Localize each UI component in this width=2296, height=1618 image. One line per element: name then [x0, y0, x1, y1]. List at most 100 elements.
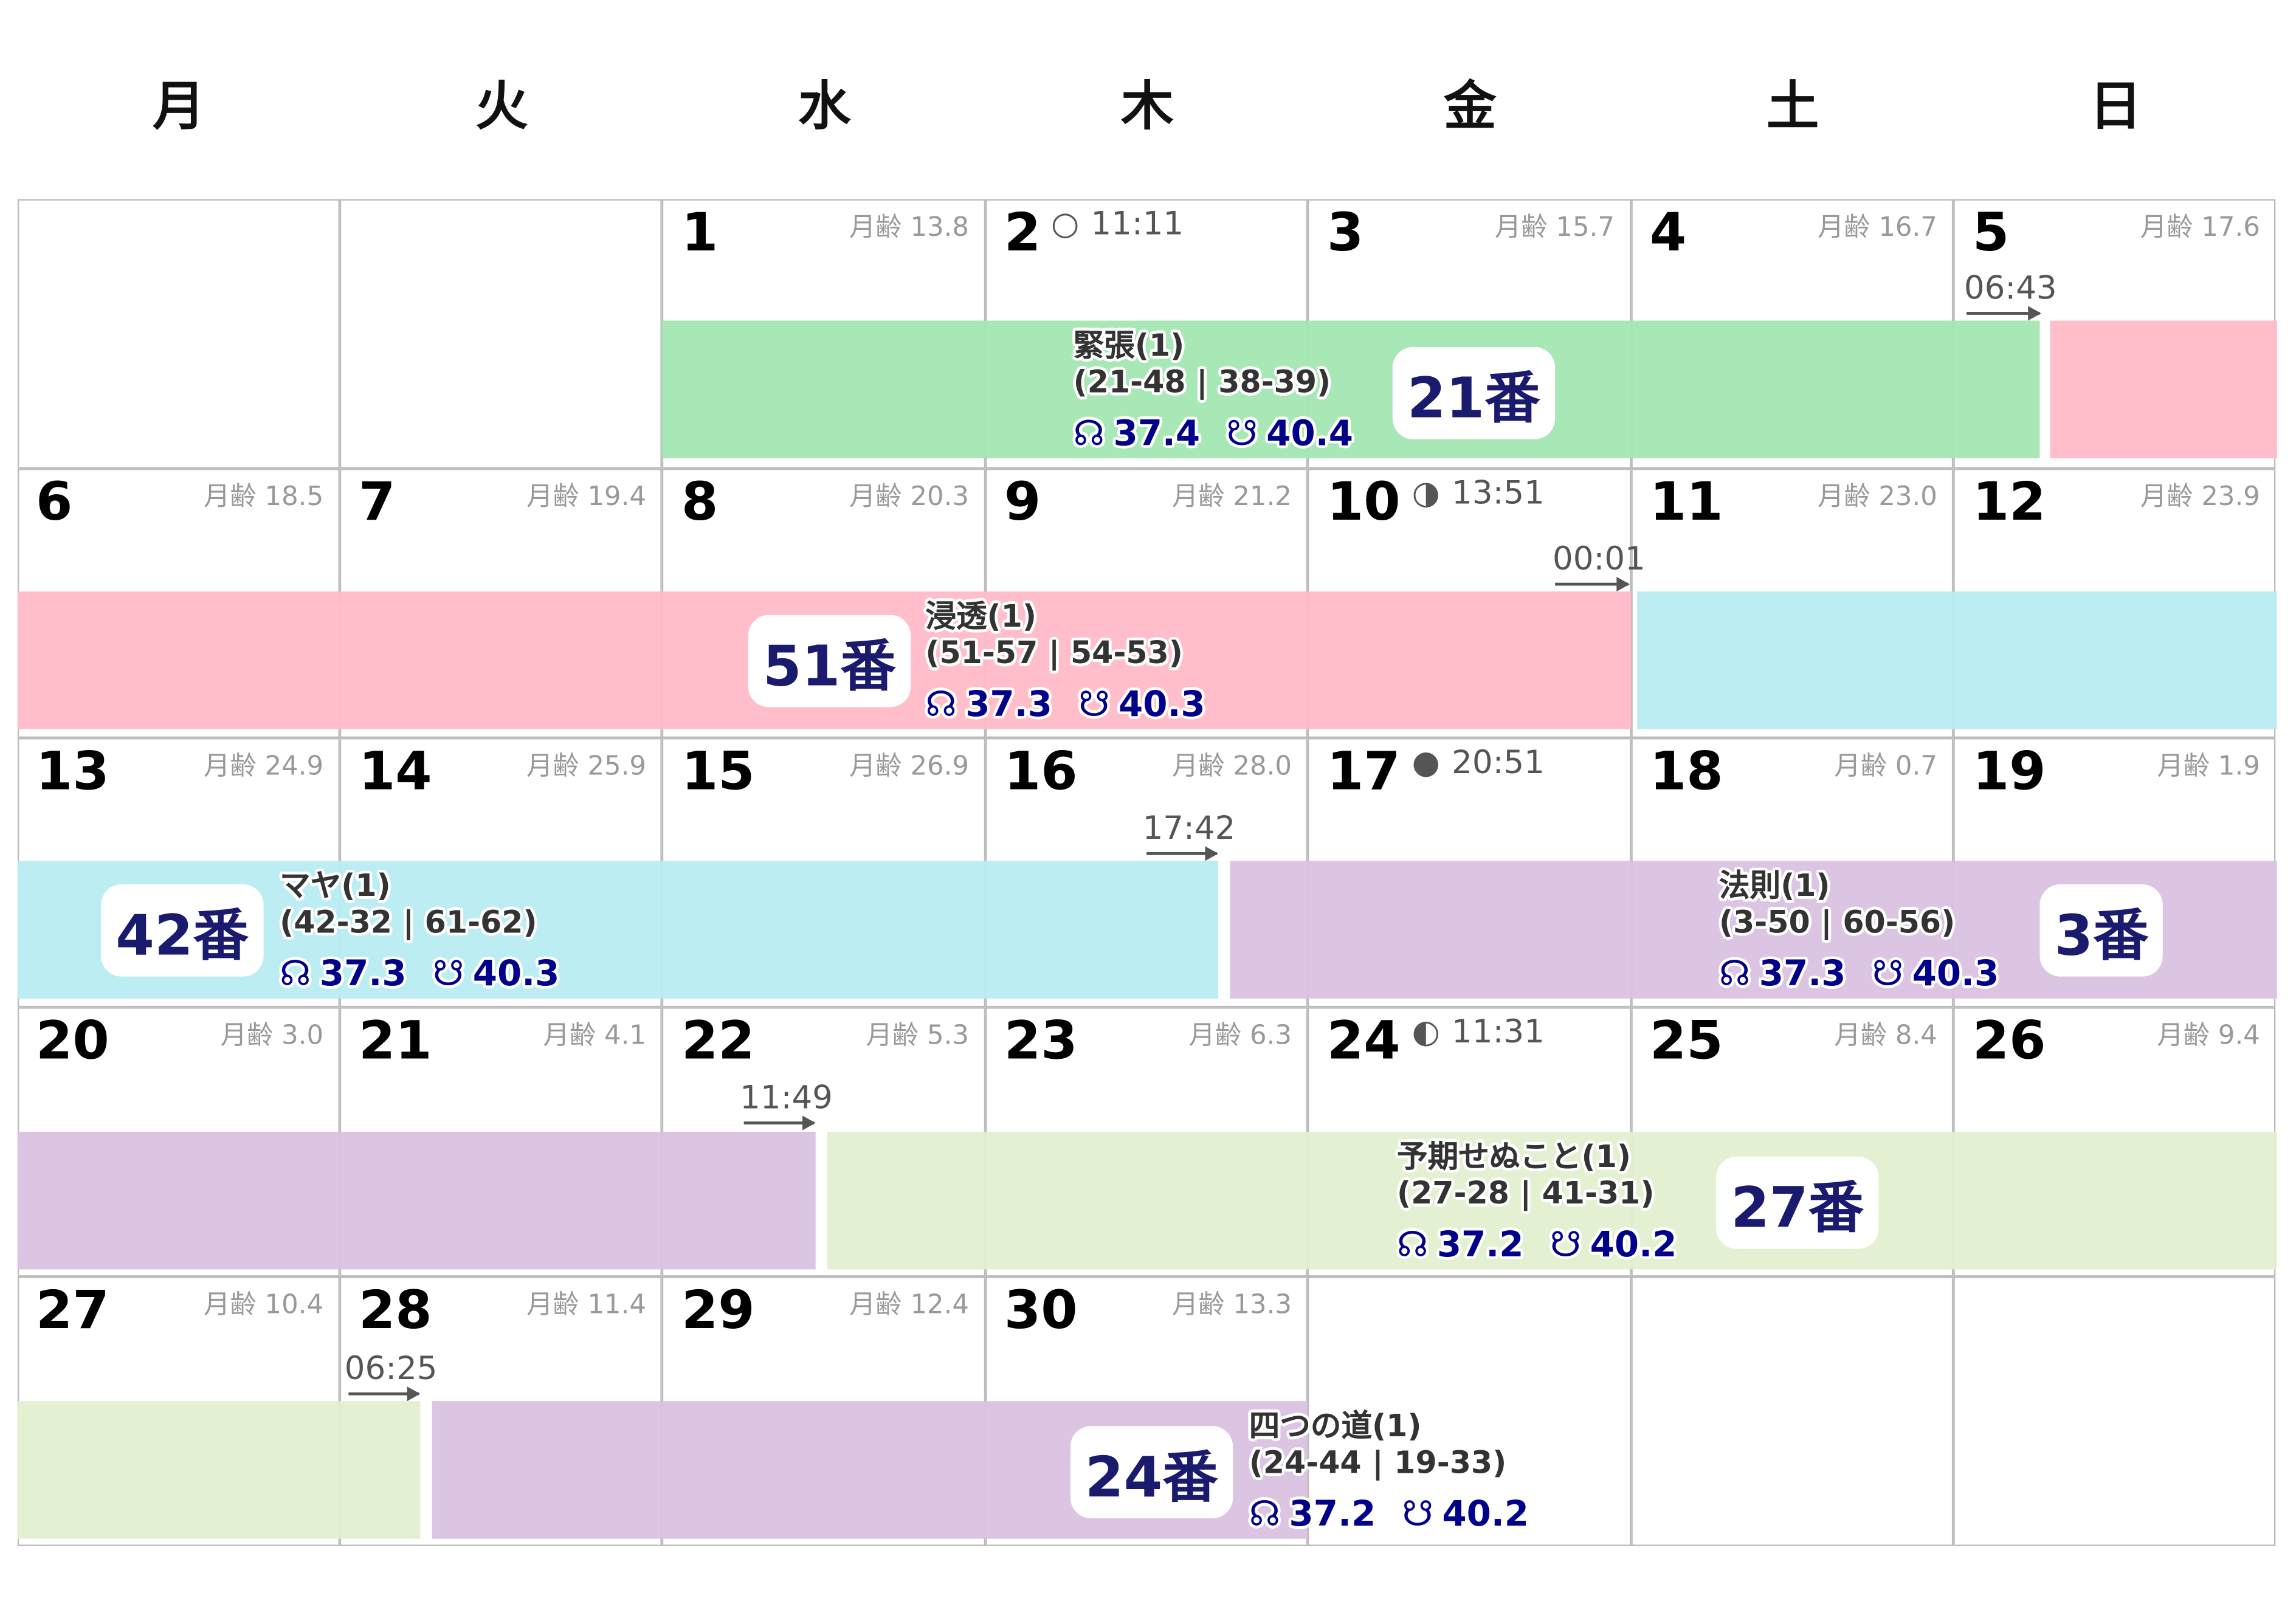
day-number: 18 — [1649, 742, 1723, 802]
south-node-icon: ☋ — [1226, 413, 1258, 454]
north-node-icon: ☊ — [925, 683, 957, 725]
arrow-right-icon — [1146, 846, 1219, 861]
day-cell[interactable]: 26 月齢 9.4 — [1953, 1007, 2277, 1278]
gate-badge[interactable]: 21番 — [1392, 346, 1555, 439]
day-number: 19 — [1972, 742, 2046, 802]
last-quarter-moon-icon: ◑ — [1412, 475, 1440, 512]
event-values: ☊ 37.2 ☋ 40.2 — [1249, 1496, 1538, 1533]
transition-marker: 00:01 — [1553, 542, 1646, 592]
north-node-value: 37.3 — [1759, 953, 1846, 994]
gate-badge[interactable]: 51番 — [748, 614, 911, 707]
event-bar-3-end[interactable] — [17, 1132, 816, 1270]
day-number: 2 — [1004, 202, 1041, 263]
south-node-icon: ☋ — [1078, 683, 1110, 725]
event-label: 予期せぬこと(1) (27-28 | 41-31) ☊ 37.2 ☋ 40.2 — [1397, 1139, 1686, 1264]
event-label: 法則(1) (3-50 | 60-56) ☊ 37.3 ☋ 40.3 — [1719, 868, 2008, 993]
event-label: 四つの道(1) (24-44 | 19-33) ☊ 37.2 ☋ 40.2 — [1249, 1408, 1538, 1533]
day-number: 15 — [681, 742, 755, 802]
day-number: 9 — [1004, 472, 1041, 533]
transition-time: 06:43 — [1963, 270, 2057, 308]
moon-age: 月齢 19.4 — [526, 481, 647, 512]
south-node-icon: ☋ — [432, 953, 464, 994]
moon-age: 月齢 4.1 — [543, 1021, 647, 1052]
moon-age: 月齢 13.3 — [1171, 1290, 1292, 1321]
arrow-right-icon — [1967, 306, 2041, 321]
day-number: 5 — [1972, 202, 2010, 263]
event-lines: (27-28 | 41-31) — [1396, 1176, 1655, 1211]
moon-age: 月齢 20.3 — [849, 481, 970, 512]
full-moon-icon: ○ — [1050, 205, 1080, 243]
south-node-value: 40.3 — [1119, 683, 1205, 725]
moon-age: 月齢 12.4 — [849, 1290, 970, 1321]
event-lines: (42-32 | 61-62) — [280, 904, 537, 940]
moon-age: 月齢 18.5 — [204, 481, 324, 512]
moon-age: 月齢 0.7 — [1834, 751, 1937, 782]
day-cell[interactable]: 14 月齢 25.9 — [339, 737, 663, 1008]
moon-phase: ○ 11:11 — [1051, 205, 1184, 242]
day-cell[interactable]: 30 月齢 13.3 — [985, 1277, 1308, 1547]
moon-phase-time: 11:11 — [1091, 205, 1184, 243]
day-cell[interactable]: 10 ◑ 13:51 — [1308, 468, 1631, 738]
day-cell[interactable]: 27 月齢 10.4 — [16, 1277, 340, 1547]
event-bar-51-start[interactable] — [2050, 320, 2277, 458]
north-node-icon: ☊ — [1719, 953, 1751, 994]
moon-age: 月齢 23.9 — [2140, 481, 2260, 512]
moon-phase-time: 20:51 — [1452, 745, 1545, 782]
south-node-value: 40.3 — [1912, 953, 1999, 994]
day-cell[interactable]: 17 ● 20:51 — [1308, 737, 1631, 1008]
day-cell[interactable]: 3 月齢 15.7 — [1308, 198, 1631, 469]
transition-marker: 11:49 — [740, 1081, 833, 1131]
transition-time: 06:25 — [344, 1351, 438, 1388]
event-values: ☊ 37.3 ☋ 40.3 — [925, 683, 1214, 725]
new-moon-icon: ● — [1412, 745, 1440, 782]
day-number: 29 — [681, 1281, 755, 1342]
day-cell[interactable]: 22 月齢 5.3 — [662, 1007, 985, 1278]
event-bar-21[interactable] — [661, 320, 2040, 458]
gate-badge[interactable]: 42番 — [101, 884, 264, 977]
transition-time: 00:01 — [1553, 542, 1646, 579]
empty-cell — [339, 198, 663, 469]
south-node-value: 40.4 — [1266, 413, 1353, 454]
event-lines: (24-44 | 19-33) — [1249, 1445, 1507, 1481]
day-number: 13 — [36, 742, 109, 802]
day-cell[interactable]: 25 月齢 8.4 — [1630, 1007, 1954, 1278]
event-bar-27[interactable] — [827, 1132, 2277, 1270]
weekday-0: 月 — [152, 77, 205, 138]
gate-badge[interactable]: 3番 — [2039, 884, 2163, 977]
day-number: 25 — [1649, 1011, 1723, 1072]
weekday-6: 日 — [2089, 77, 2142, 138]
day-cell[interactable]: 11 月齢 23.0 — [1630, 468, 1954, 738]
event-bar-42-start[interactable] — [1637, 591, 2277, 729]
moon-age: 月齢 9.4 — [2157, 1021, 2260, 1052]
south-node-icon: ☋ — [1550, 1224, 1582, 1265]
event-values: ☊ 37.4 ☋ 40.4 — [1074, 413, 1362, 454]
arrow-right-icon — [743, 1115, 816, 1131]
weekday-1: 火 — [475, 77, 528, 138]
north-node-icon: ☊ — [280, 953, 311, 994]
day-cell[interactable]: 21 月齢 4.1 — [339, 1007, 663, 1278]
north-node-value: 37.4 — [1113, 413, 1201, 454]
day-number: 17 — [1326, 742, 1401, 802]
empty-cell — [1308, 1277, 1631, 1547]
moon-age: 月齢 6.3 — [1188, 1021, 1292, 1052]
south-node-icon: ☋ — [1402, 1493, 1433, 1535]
moon-age: 月齢 21.2 — [1171, 481, 1292, 512]
north-node-icon: ☊ — [1249, 1493, 1281, 1535]
moon-age: 月齢 28.0 — [1171, 751, 1292, 782]
moon-age: 月齢 1.9 — [2157, 751, 2260, 782]
moon-age: 月齢 8.4 — [1834, 1021, 1937, 1052]
south-node-value: 40.2 — [1442, 1493, 1529, 1535]
moon-age: 月齢 10.4 — [204, 1290, 324, 1321]
gate-badge[interactable]: 27番 — [1716, 1156, 1879, 1249]
event-values: ☊ 37.3 ☋ 40.3 — [280, 953, 568, 994]
gate-badge[interactable]: 24番 — [1070, 1426, 1233, 1518]
moon-age: 月齢 24.9 — [204, 751, 324, 782]
moon-phase: ◐ 11:31 — [1412, 1015, 1545, 1052]
moon-age: 月齢 5.3 — [866, 1021, 970, 1052]
day-number: 28 — [358, 1281, 432, 1342]
event-bar-27-end[interactable] — [17, 1401, 421, 1539]
day-number: 22 — [681, 1011, 755, 1072]
event-name: 緊張(1) — [1073, 328, 1185, 363]
day-number: 3 — [1326, 202, 1364, 263]
day-cell[interactable]: 13 月齢 24.9 — [16, 737, 340, 1008]
